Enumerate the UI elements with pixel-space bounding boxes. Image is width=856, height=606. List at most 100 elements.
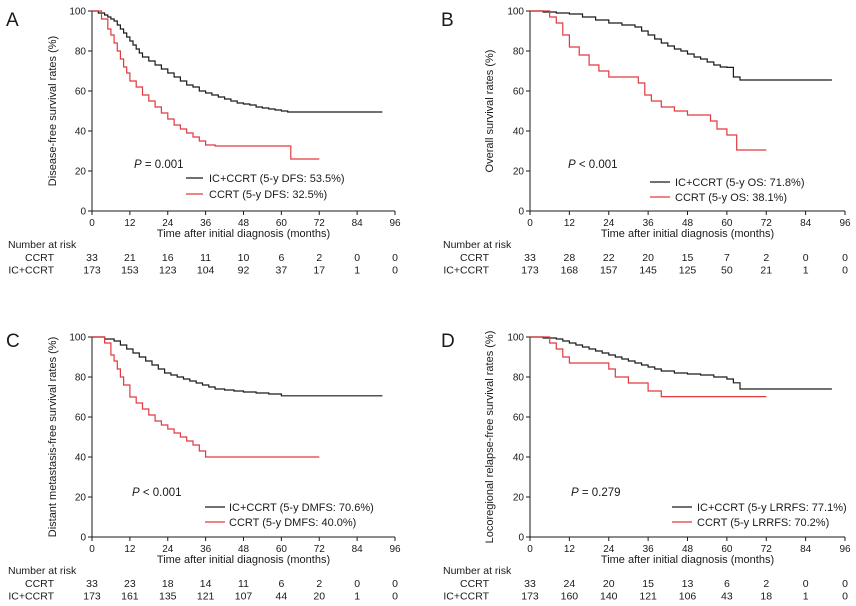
survival-curve-ic-ccrt xyxy=(92,336,383,397)
y-tick-label: 40 xyxy=(513,127,525,138)
risk-count: 92 xyxy=(238,265,250,277)
risk-count: 0 xyxy=(842,578,848,590)
survival-curve-ic-ccrt xyxy=(530,10,832,81)
risk-count: 1 xyxy=(354,591,360,603)
y-tick-label: 60 xyxy=(513,413,525,424)
y-tick-label: 20 xyxy=(513,167,525,178)
risk-count: 20 xyxy=(642,252,654,264)
risk-count: 14 xyxy=(200,578,212,590)
y-tick-label: 20 xyxy=(75,167,87,178)
risk-count: 173 xyxy=(521,591,539,603)
risk-row-label: CCRT xyxy=(25,252,55,264)
risk-table-header: Number at risk xyxy=(443,239,512,251)
x-axis-label: Time after initial diagnosis (months) xyxy=(601,228,774,240)
x-tick-label: 0 xyxy=(89,218,95,229)
panel-letter: C xyxy=(6,331,20,352)
legend-entry-ccrt: CCRT (5-y DMFS: 40.0%) xyxy=(229,517,356,529)
legend: IC+CCRT (5-y DMFS: 70.6%) CCRT (5-y DMFS:… xyxy=(205,502,374,529)
x-tick-label: 60 xyxy=(721,544,733,555)
survival-curve-ccrt xyxy=(530,336,767,398)
risk-count: 21 xyxy=(124,252,136,264)
risk-count: 160 xyxy=(561,591,579,603)
risk-count: 7 xyxy=(724,252,730,264)
p-value: P < 0.001 xyxy=(132,487,182,499)
y-axis-label: Locoregional relapse-free survival rates… xyxy=(484,331,496,544)
risk-count: 15 xyxy=(682,252,694,264)
risk-count: 106 xyxy=(679,591,697,603)
risk-count: 24 xyxy=(564,578,576,590)
x-tick-label: 96 xyxy=(389,544,401,555)
x-tick-label: 0 xyxy=(527,218,533,229)
risk-count: 2 xyxy=(763,252,769,264)
risk-count: 0 xyxy=(803,578,809,590)
y-tick-label: 60 xyxy=(75,413,87,424)
y-tick-label: 60 xyxy=(513,87,525,98)
legend-entry-ic-ccrt: IC+CCRT (5-y LRRFS: 77.1%) xyxy=(697,502,847,514)
legend: IC+CCRT (5-y LRRFS: 77.1%) CCRT (5-y LRRF… xyxy=(672,502,847,529)
risk-row-label: IC+CCRT xyxy=(443,591,489,603)
risk-count: 1 xyxy=(803,265,809,277)
risk-row-label: CCRT xyxy=(25,578,55,590)
p-value-number: = 0.001 xyxy=(142,159,184,171)
legend-entry-ccrt: CCRT (5-y DFS: 32.5%) xyxy=(209,189,327,201)
risk-count: 2 xyxy=(763,578,769,590)
risk-count: 20 xyxy=(603,578,615,590)
x-tick-label: 60 xyxy=(721,218,733,229)
risk-row-label: CCRT xyxy=(460,252,490,264)
x-tick-label: 36 xyxy=(200,218,212,229)
risk-count: 33 xyxy=(524,252,536,264)
risk-row-label: IC+CCRT xyxy=(8,265,54,277)
y-tick-label: 40 xyxy=(75,127,87,138)
risk-count: 43 xyxy=(721,591,733,603)
x-tick-label: 24 xyxy=(162,218,174,229)
x-tick-label: 12 xyxy=(564,218,576,229)
y-tick-label: 0 xyxy=(80,533,86,544)
risk-count: 121 xyxy=(639,591,657,603)
risk-count: 2 xyxy=(316,578,322,590)
risk-count: 0 xyxy=(842,591,848,603)
risk-count: 33 xyxy=(86,578,98,590)
x-tick-label: 84 xyxy=(352,218,364,229)
risk-count: 33 xyxy=(524,578,536,590)
p-value: P = 0.279 xyxy=(571,487,621,499)
p-value-number: < 0.001 xyxy=(140,487,182,499)
panel-letter: D xyxy=(441,331,455,352)
y-tick-label: 80 xyxy=(513,47,525,58)
risk-count: 140 xyxy=(600,591,618,603)
risk-count: 145 xyxy=(639,265,657,277)
legend: IC+CCRT (5-y OS: 71.8%) CCRT (5-y OS: 38.… xyxy=(650,177,805,204)
risk-count: 23 xyxy=(124,578,136,590)
x-axis-label: Time after initial diagnosis (months) xyxy=(157,554,330,566)
risk-table-header: Number at risk xyxy=(443,565,512,577)
y-tick-label: 100 xyxy=(69,7,86,18)
risk-count: 0 xyxy=(392,578,398,590)
y-tick-label: 100 xyxy=(507,333,524,344)
risk-count: 121 xyxy=(197,591,215,603)
survival-curve-ccrt xyxy=(530,10,767,151)
x-tick-label: 84 xyxy=(800,218,812,229)
risk-count: 33 xyxy=(86,252,98,264)
risk-count: 16 xyxy=(162,252,174,264)
risk-count: 37 xyxy=(276,265,288,277)
p-value: P = 0.001 xyxy=(134,159,184,171)
risk-count: 0 xyxy=(392,252,398,264)
y-tick-label: 80 xyxy=(513,373,525,384)
risk-count: 6 xyxy=(278,252,284,264)
x-tick-label: 36 xyxy=(200,544,212,555)
y-tick-label: 0 xyxy=(80,207,86,218)
risk-count: 6 xyxy=(278,578,284,590)
risk-count: 104 xyxy=(197,265,215,277)
survival-curve-ic-ccrt xyxy=(530,336,832,390)
x-tick-label: 12 xyxy=(124,544,136,555)
risk-count: 157 xyxy=(600,265,618,277)
risk-count: 18 xyxy=(162,578,174,590)
survival-curve-ccrt xyxy=(92,10,320,160)
p-value: P < 0.001 xyxy=(568,159,618,171)
y-tick-label: 100 xyxy=(69,333,86,344)
risk-count: 0 xyxy=(803,252,809,264)
